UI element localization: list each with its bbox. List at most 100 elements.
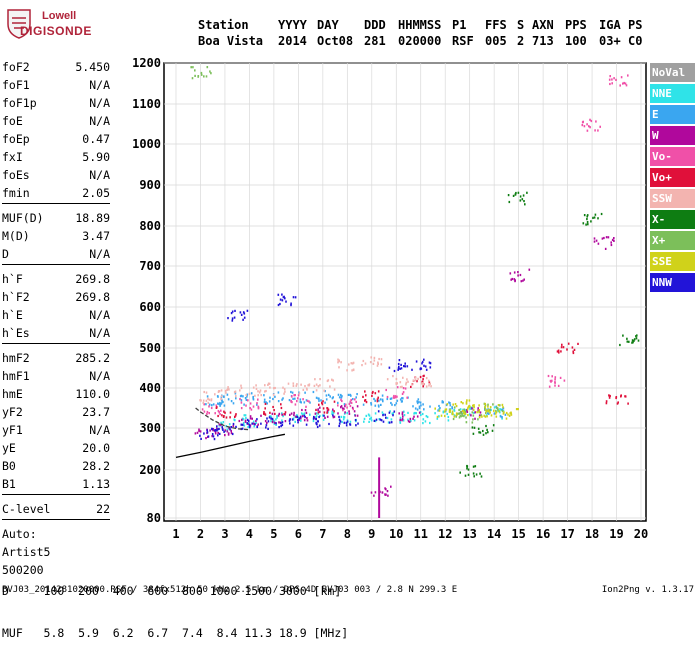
echo-point — [595, 239, 598, 242]
echo-point — [194, 432, 197, 435]
header-column-value: 281 — [364, 34, 386, 48]
echo-point — [299, 400, 302, 403]
echo-point — [294, 403, 297, 406]
echo-point — [230, 400, 233, 403]
echo-point — [515, 191, 517, 195]
echo-point — [322, 400, 324, 403]
echo-point — [616, 402, 619, 405]
echo-point — [319, 378, 321, 381]
echo-point — [264, 390, 266, 393]
echo-point — [421, 412, 424, 416]
echo-point — [407, 411, 409, 414]
echo-point — [234, 392, 237, 395]
echo-point — [628, 340, 630, 343]
echo-point — [382, 420, 385, 423]
echo-point — [337, 393, 340, 396]
echo-point — [315, 396, 318, 399]
echo-point — [220, 403, 222, 406]
echo-point — [340, 396, 343, 399]
echo-point — [363, 417, 366, 420]
echo-point — [477, 407, 479, 410]
echo-point — [502, 412, 505, 415]
echo-point — [230, 432, 233, 435]
echo-point — [556, 350, 559, 353]
echo-point — [206, 431, 209, 434]
echo-point — [389, 397, 392, 400]
echo-point — [381, 398, 384, 401]
echo-point — [246, 309, 249, 312]
echo-point — [368, 420, 370, 423]
echo-point — [221, 414, 223, 417]
echo-point — [420, 404, 422, 407]
echo-point — [585, 223, 587, 226]
echo-point — [391, 403, 393, 406]
echo-point — [243, 403, 245, 406]
echo-point — [338, 396, 341, 399]
parameter-value: 0.47 — [82, 132, 110, 146]
parameter-value: 20.0 — [82, 441, 110, 455]
echo-point — [590, 220, 592, 223]
echo-point — [375, 418, 378, 421]
echo-point — [326, 415, 329, 418]
echo-point — [475, 473, 478, 476]
echo-point — [588, 125, 590, 128]
echo-point — [239, 389, 241, 392]
echo-point — [399, 418, 401, 421]
echo-point — [610, 241, 612, 244]
echo-point — [586, 214, 589, 217]
echo-point — [233, 316, 236, 319]
echo-point — [355, 396, 357, 399]
echo-point — [293, 414, 295, 417]
echo-point — [497, 408, 499, 411]
echo-point — [332, 379, 334, 382]
parameter-value: N/A — [89, 96, 110, 110]
echo-point — [572, 351, 575, 355]
echo-point — [317, 385, 320, 388]
echo-point — [242, 421, 245, 425]
echo-point — [207, 401, 210, 404]
echo-point — [218, 423, 221, 426]
echo-point — [248, 422, 251, 425]
echo-point — [605, 400, 608, 403]
echo-point — [312, 419, 315, 423]
echo-point — [205, 75, 208, 78]
echo-point — [275, 418, 277, 421]
echo-point — [463, 411, 465, 414]
echo-point — [443, 410, 446, 413]
echo-point — [460, 401, 463, 404]
echo-point — [403, 365, 405, 368]
series-x-echoes — [459, 191, 640, 478]
echo-point — [203, 410, 206, 413]
parameter-label: foF2 — [2, 60, 30, 74]
echo-point — [284, 297, 286, 300]
echo-point — [344, 405, 346, 408]
echo-point — [490, 414, 493, 417]
echo-point — [333, 415, 336, 418]
parameter-value: 23.7 — [82, 405, 110, 419]
echo-point — [379, 398, 382, 401]
echo-point — [296, 400, 298, 403]
echo-point — [380, 358, 383, 361]
header-column-label: PPS — [565, 18, 587, 32]
echo-point — [484, 408, 487, 412]
echo-point — [220, 398, 222, 401]
echo-point — [517, 274, 519, 277]
auto-scaling-text: 500200 — [2, 563, 44, 577]
echo-point — [207, 397, 209, 400]
echo-point — [446, 403, 449, 406]
header-column-value: 03+ — [599, 34, 621, 48]
echo-point — [322, 407, 325, 410]
echo-point — [412, 417, 414, 420]
echo-point — [401, 385, 403, 388]
echo-point — [225, 425, 228, 428]
echo-point — [255, 419, 257, 422]
echo-point — [438, 408, 440, 411]
echo-point — [384, 493, 386, 496]
echo-point — [325, 394, 328, 397]
echo-point — [290, 302, 292, 305]
echo-point — [418, 405, 421, 408]
echo-point — [220, 389, 223, 392]
parameter-row: MUF(D) 18.89 — [2, 209, 110, 227]
echo-point — [371, 391, 374, 395]
echo-point — [245, 394, 248, 397]
